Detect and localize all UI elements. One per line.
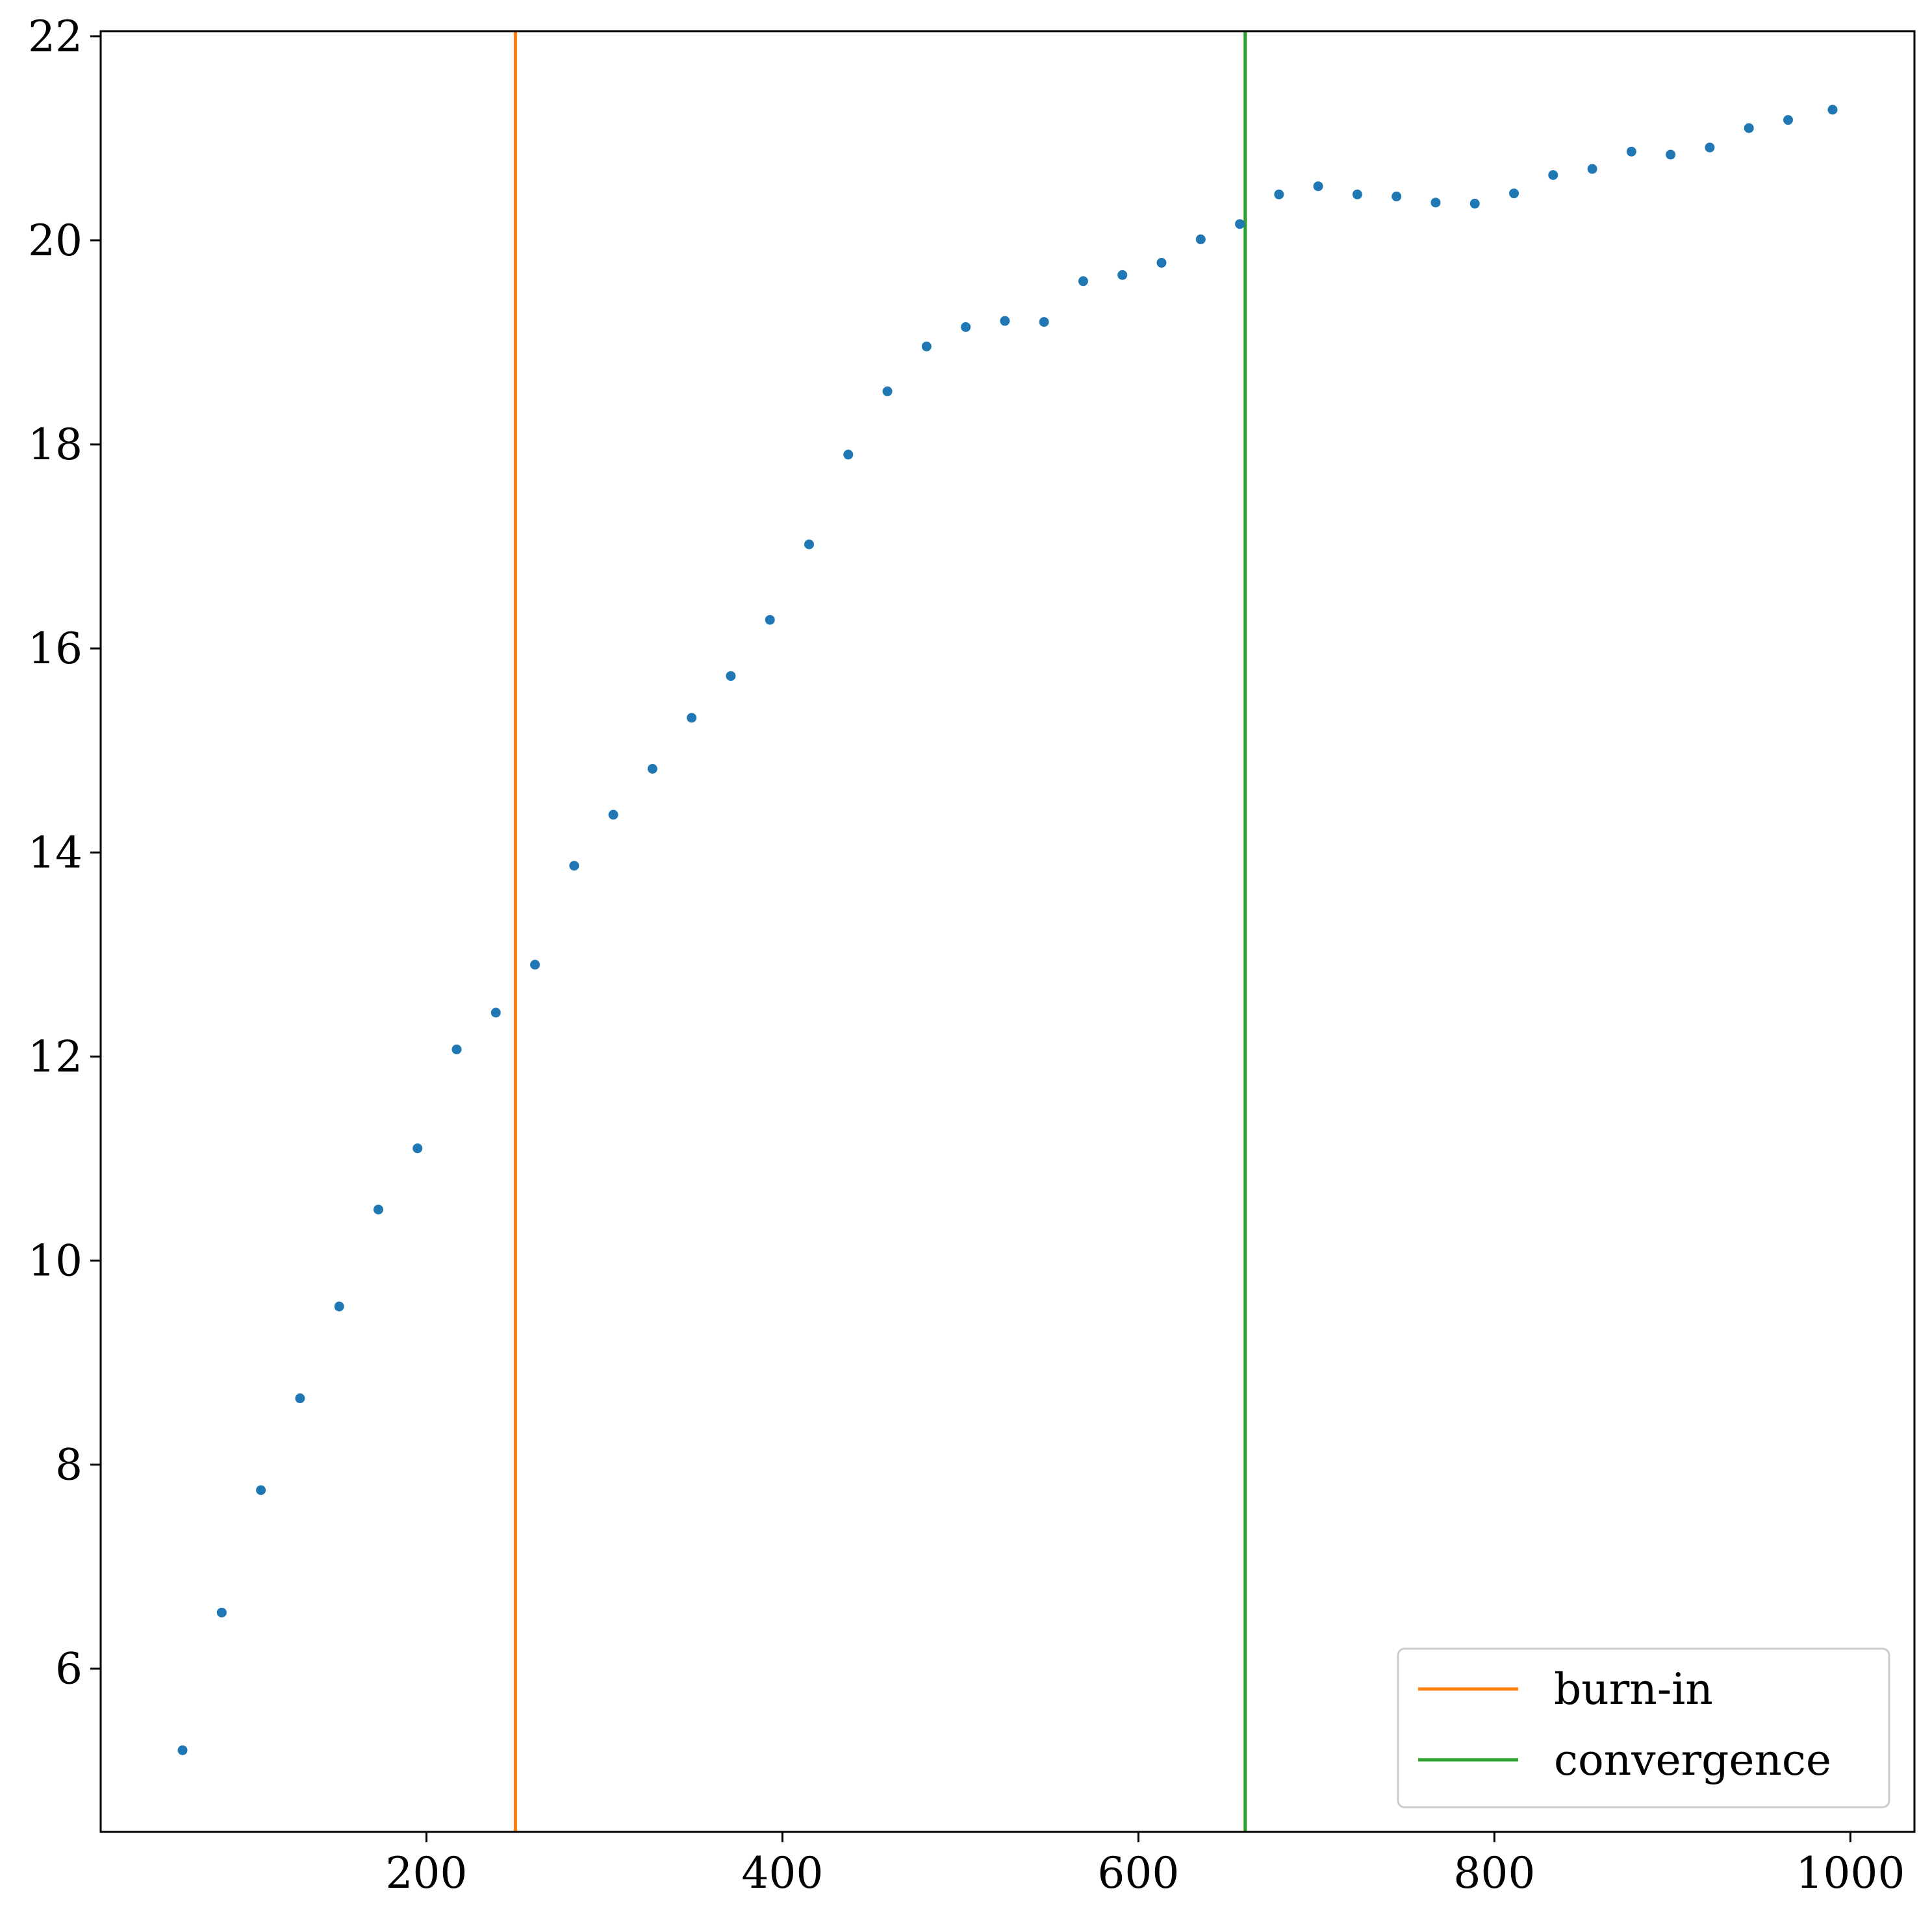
legend: burn-in convergence [1397,1647,1890,1809]
vertical-lines [513,31,1247,1832]
data-point [882,386,893,396]
y-tick-label: 8 [55,1440,83,1490]
data-point [177,1745,188,1755]
data-point [1827,105,1838,115]
data-point [216,1607,227,1618]
data-point [1392,191,1402,201]
x-tick-label: 200 [385,1848,467,1898]
data-point [1744,123,1754,133]
data-point [295,1393,305,1404]
y-tick-label: 14 [28,828,83,878]
data-point [1235,219,1245,229]
data-point [569,861,579,871]
data-point [1705,142,1715,153]
data-point [256,1485,266,1495]
data-point [413,1143,423,1154]
data-point [1195,234,1206,244]
data-point [765,615,775,625]
data-point [1000,316,1010,326]
plot-frame [99,30,1916,1833]
legend-label-convergence: convergence [1554,1735,1831,1785]
data-point [687,713,697,723]
data-point [921,341,932,351]
data-points [177,105,1838,1755]
data-point [334,1301,344,1312]
data-point [1156,258,1167,268]
data-point [726,671,736,681]
data-point [1313,181,1323,192]
data-point [804,539,814,550]
legend-box [1397,1647,1890,1809]
x-axis: 200 400 600 800 1000 [385,1832,1905,1898]
data-point [373,1204,383,1215]
data-point [490,1008,501,1018]
y-tick-label: 10 [28,1236,83,1286]
legend-label-burn-in: burn-in [1554,1664,1713,1714]
data-point [1078,276,1088,286]
data-point [1666,149,1676,160]
data-point [1626,146,1636,157]
data-point [961,322,971,332]
data-point [451,1044,462,1054]
data-point [1783,115,1793,125]
data-point [1274,189,1284,199]
x-tick-label: 800 [1453,1848,1535,1898]
y-tick-label: 12 [28,1032,83,1082]
data-point [647,763,657,774]
y-tick-label: 22 [28,12,83,62]
y-tick-label: 20 [28,216,83,266]
y-tick-label: 6 [55,1644,83,1694]
y-tick-label: 16 [28,624,83,674]
data-point [530,959,540,970]
data-point [1117,270,1128,280]
y-tick-label: 18 [28,420,83,470]
data-point [1430,197,1441,208]
data-point [1469,198,1480,209]
x-tick-label: 600 [1097,1848,1179,1898]
data-point [1509,188,1519,199]
data-point [1352,189,1362,199]
data-point [1587,164,1597,174]
x-tick-label: 400 [741,1848,823,1898]
y-axis: 6 8 10 12 14 16 18 20 22 [28,12,101,1694]
data-point [608,809,618,820]
data-point [1548,170,1558,180]
x-tick-label: 1000 [1796,1848,1905,1898]
data-point [1039,317,1049,327]
data-point [843,450,854,460]
